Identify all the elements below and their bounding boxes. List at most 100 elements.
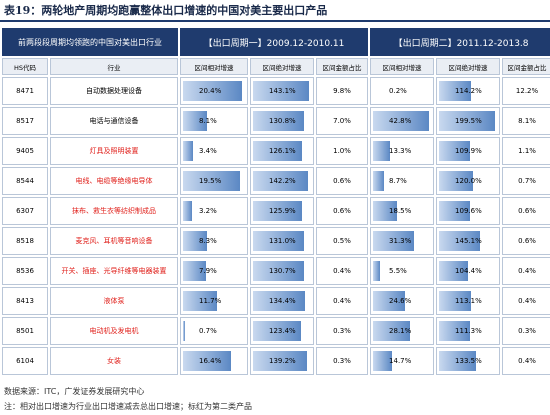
- cell-value: 16.4%: [199, 357, 222, 365]
- table-cell: 9405: [2, 137, 48, 165]
- data-bar: [253, 201, 303, 221]
- title-rule: [0, 20, 550, 22]
- bar-cell: 8.3%: [180, 227, 248, 255]
- table-cell: 8517: [2, 107, 48, 135]
- table-cell: 0.4%: [316, 287, 369, 315]
- data-bar: [373, 231, 414, 251]
- column-header-cell: 区间相对增速: [370, 58, 435, 75]
- cell-value: 18.5%: [389, 207, 412, 215]
- data-bar: [439, 81, 471, 101]
- bar-cell: 31.3%: [370, 227, 435, 255]
- cell-value: 109.6%: [455, 207, 482, 215]
- column-header-cell: HS代码: [2, 58, 48, 75]
- data-bar: [373, 171, 385, 191]
- column-header-cell: 区间相对增速: [180, 58, 248, 75]
- data-bar: [183, 351, 231, 371]
- table-cell: 0.4%: [316, 257, 369, 285]
- bar-cell: 114.2%: [436, 77, 501, 105]
- data-bar: [439, 111, 495, 131]
- cell-value: 8.1%: [199, 117, 217, 125]
- cell-value: 130.7%: [269, 267, 296, 275]
- data-bar: [183, 261, 206, 281]
- cell-value: 8.7%: [389, 177, 407, 185]
- data-bar: [439, 171, 473, 191]
- data-bar: [439, 351, 477, 371]
- bar-cell: 133.5%: [436, 347, 501, 375]
- bar-cell: 11.7%: [180, 287, 248, 315]
- cell-value: 3.4%: [199, 147, 217, 155]
- data-bar: [183, 231, 208, 251]
- column-header-cell: 区间绝对增速: [250, 58, 314, 75]
- bar-cell: 139.2%: [250, 347, 314, 375]
- data-bar: [439, 321, 471, 341]
- table-cell: 8471: [2, 77, 48, 105]
- bar-cell: 199.5%: [436, 107, 501, 135]
- column-header-cell: 行业: [50, 58, 178, 75]
- table-cell: 9.8%: [316, 77, 369, 105]
- cell-value: 145.1%: [455, 237, 482, 245]
- data-bar: [183, 111, 207, 131]
- bar-cell: 0.2%: [370, 77, 435, 105]
- cell-value: 13.3%: [389, 147, 412, 155]
- table: 前两段段周期均领跑的中国对美出口行业 【出口周期一】2009.12-2010.11…: [0, 26, 550, 377]
- table-cell: 0.4%: [502, 287, 550, 315]
- table-cell: 0.6%: [316, 197, 369, 225]
- cell-value: 134.4%: [269, 297, 296, 305]
- industry-cell: 麦克风、耳机等音响设备: [50, 227, 178, 255]
- table-cell: 8518: [2, 227, 48, 255]
- cell-value: 114.2%: [455, 87, 482, 95]
- table-row: 9405 灯具及照明装置 3.4% 126.1% 1.0% 13.3% 109.9% 1.1%: [2, 137, 550, 165]
- data-bar: [253, 141, 303, 161]
- bar-cell: 13.3%: [370, 137, 435, 165]
- industry-cell: 电动机及发电机: [50, 317, 178, 345]
- bar-cell: 131.0%: [250, 227, 314, 255]
- cell-value: 109.9%: [455, 147, 482, 155]
- cell-value: 11.7%: [199, 297, 222, 305]
- table-cell: 6104: [2, 347, 48, 375]
- cell-value: 24.6%: [389, 297, 412, 305]
- data-bar: [183, 81, 243, 101]
- data-bar: [439, 141, 470, 161]
- bar-cell: 120.0%: [436, 167, 501, 195]
- bar-cell: 104.4%: [436, 257, 501, 285]
- table-cell: 0.3%: [316, 347, 369, 375]
- industry-cell: 开关、插座、光导纤维等电器装置: [50, 257, 178, 285]
- column-header-cell: 区间金额占比: [316, 58, 369, 75]
- bar-cell: 3.2%: [180, 197, 248, 225]
- table-cell: 8413: [2, 287, 48, 315]
- data-bar: [439, 291, 471, 311]
- group-header-cell: 【出口周期一】2009.12-2010.11: [180, 28, 369, 56]
- bar-cell: 145.1%: [436, 227, 501, 255]
- industry-cell: 电话与通信设备: [50, 107, 178, 135]
- group-header-cell: 前两段段周期均领跑的中国对美出口行业: [2, 28, 178, 56]
- column-header-cell: 区间金额占比: [502, 58, 550, 75]
- data-bar: [373, 321, 410, 341]
- data-bar: [439, 231, 480, 251]
- cell-value: 31.3%: [389, 237, 412, 245]
- table-row: 8471 自动数据处理设备 20.4% 143.1% 9.8% 0.2% 114.2% 12.…: [2, 77, 550, 105]
- bar-cell: 125.9%: [250, 197, 314, 225]
- bar-cell: 142.2%: [250, 167, 314, 195]
- bar-cell: 109.6%: [436, 197, 501, 225]
- bar-cell: 109.9%: [436, 137, 501, 165]
- cell-value: 125.9%: [269, 207, 296, 215]
- bar-cell: 130.7%: [250, 257, 314, 285]
- bar-cell: 8.1%: [180, 107, 248, 135]
- bar-cell: 7.9%: [180, 257, 248, 285]
- industry-cell: 灯具及照明装置: [50, 137, 178, 165]
- data-bar: [183, 291, 218, 311]
- table-row: 6104 女装 16.4% 139.2% 0.3% 14.7% 133.5% 0.4%: [2, 347, 550, 375]
- bar-cell: 14.7%: [370, 347, 435, 375]
- bar-cell: 0.7%: [180, 317, 248, 345]
- cell-value: 133.5%: [455, 357, 482, 365]
- table-cell: 0.6%: [502, 197, 550, 225]
- table-cell: 7.0%: [316, 107, 369, 135]
- column-header-cell: 区间绝对增速: [436, 58, 501, 75]
- table-cell: 0.7%: [502, 167, 550, 195]
- data-bar: [253, 231, 305, 251]
- group-header-row: 前两段段周期均领跑的中国对美出口行业 【出口周期一】2009.12-2010.11…: [2, 28, 550, 56]
- title: 表19：两轮地产周期均跑赢整体出口增速的中国对美主要出口产品: [4, 4, 328, 17]
- data-bar: [253, 111, 304, 131]
- cell-value: 131.0%: [269, 237, 296, 245]
- cell-value: 3.2%: [199, 207, 217, 215]
